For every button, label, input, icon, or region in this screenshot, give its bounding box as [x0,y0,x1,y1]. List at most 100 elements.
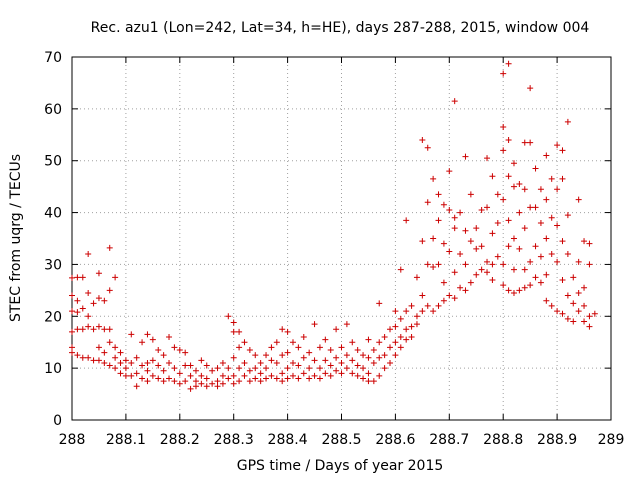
data-point [69,328,75,335]
data-point [397,266,404,273]
data-point [408,302,415,309]
data-point [79,274,86,281]
data-point [435,191,442,198]
data-point [155,346,162,353]
data-point [532,243,539,250]
data-point [122,357,129,364]
data-point [387,326,394,333]
data-point [279,326,286,333]
data-point [365,370,372,377]
data-point [155,362,162,369]
data-point [424,144,431,151]
data-point [446,292,453,299]
data-point [413,274,420,281]
data-point [500,261,507,268]
data-point [554,142,561,149]
data-point [500,196,507,203]
data-point [300,354,307,361]
data-point [548,175,555,182]
data-point [74,297,81,304]
data-point [349,357,356,364]
data-point [537,186,544,193]
data-point [306,375,313,382]
data-point [564,292,571,299]
data-point [69,349,75,356]
data-point [117,349,124,356]
data-point [376,372,383,379]
y-tick-label: 20 [44,309,62,325]
data-point [209,380,216,387]
data-point [451,269,458,276]
data-point [462,227,469,234]
data-point [128,372,135,379]
data-points [69,60,598,392]
data-point [494,253,501,260]
data-point [451,225,458,232]
x-axis-label: GPS time / Days of year 2015 [237,458,444,474]
data-point [246,346,253,353]
data-point [570,318,577,325]
data-point [570,274,577,281]
data-point [311,357,318,364]
data-point [462,153,469,160]
data-point [101,297,108,304]
data-point [360,365,367,372]
data-point [139,375,146,382]
data-point [327,362,334,369]
data-point [403,217,410,224]
data-point [473,245,480,252]
data-point [521,284,528,291]
data-point [236,378,243,385]
data-point [133,354,140,361]
data-point [279,352,286,359]
data-point [440,240,447,247]
data-point [527,258,534,265]
data-point [230,354,237,361]
data-point [101,349,108,356]
data-point [435,261,442,268]
data-point [559,310,566,317]
data-point [532,165,539,172]
data-point [419,308,426,315]
data-point [543,152,550,159]
data-point [516,209,523,216]
data-point [327,346,334,353]
data-point [462,287,469,294]
data-point [413,321,420,328]
data-point [333,326,340,333]
data-point [182,349,189,356]
data-point [122,365,129,372]
data-point [548,251,555,258]
data-point [182,362,189,369]
data-point [354,346,361,353]
data-point [257,370,264,377]
data-point [187,362,194,369]
data-point [360,352,367,359]
data-point [457,251,464,258]
data-point [284,349,291,356]
data-point [279,378,286,385]
data-point [295,362,302,369]
data-point [101,326,108,333]
data-point [214,365,221,372]
data-point [424,261,431,268]
data-point [446,206,453,213]
data-point [586,240,593,247]
data-point [505,136,512,143]
data-point [106,339,113,346]
data-point [160,352,167,359]
x-axis: 288 288.1 288.2 288.3 288.4 288.5 288.6 288.7 28… [59,57,624,448]
data-point [392,339,399,346]
data-point [306,365,313,372]
data-point [252,375,259,382]
data-point [510,289,517,296]
data-point [160,367,167,374]
data-point [338,344,345,351]
data-point [241,359,248,366]
data-point [440,201,447,208]
data-point [268,357,275,364]
x-tick-label: 288.3 [214,432,254,448]
data-point [117,359,124,366]
data-point [537,279,544,286]
